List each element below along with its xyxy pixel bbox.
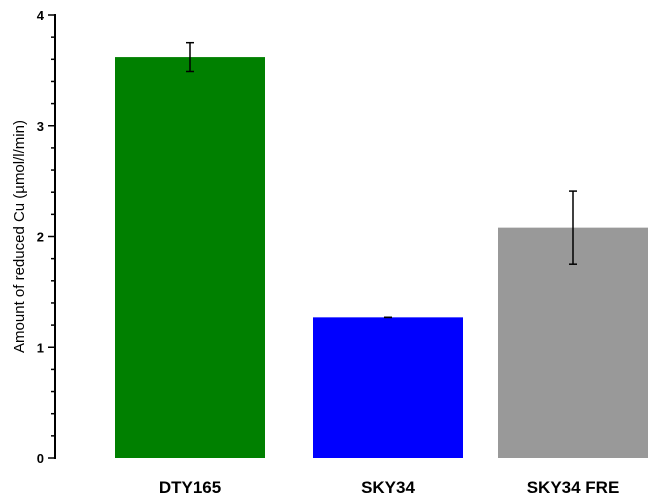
y-tick-label: 1 [37, 340, 44, 355]
y-axis-title: Amount of reduced Cu (µmol/l/min) [11, 120, 28, 353]
bar [115, 57, 265, 459]
bar [313, 317, 463, 458]
y-axis-tick-labels: 0 1 2 3 4 [37, 8, 45, 466]
y-tick-label: 4 [37, 8, 45, 23]
y-tick-label: 3 [37, 119, 44, 134]
error-bars [186, 41, 577, 319]
bars [115, 57, 648, 459]
y-tick-label: 0 [37, 451, 44, 466]
category-label: DTY165 [159, 478, 221, 497]
y-axis-ticks [48, 14, 55, 459]
bar [498, 227, 648, 458]
y-tick-label: 2 [37, 230, 44, 245]
category-label: SKY34 FRE [527, 478, 620, 497]
category-labels: DTY165 SKY34 SKY34 FRE [159, 478, 619, 497]
category-label: SKY34 [361, 478, 415, 497]
